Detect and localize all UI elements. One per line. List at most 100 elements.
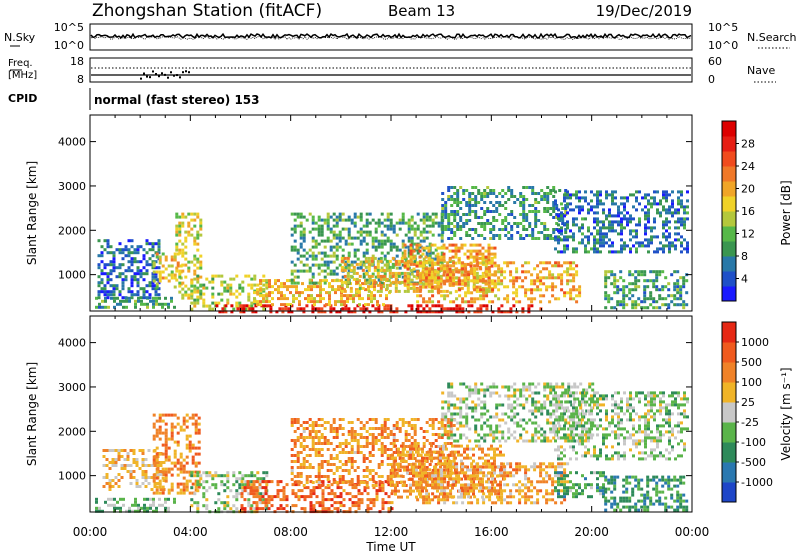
velocity-echo-cell [347,469,351,472]
velocity-echo-cell [338,475,342,478]
power-echo-cell [456,189,460,192]
power-echo-cell [115,275,119,279]
power-echo-cell [415,243,419,247]
velocity-echo-cell [305,445,309,448]
power-echo-cell [397,274,401,278]
power-echo-cell [498,213,502,216]
velocity-echo-cell [371,427,375,430]
power-echo-cell [347,236,351,240]
power-echo-cell [490,259,494,263]
power-echo-cell [446,261,450,265]
velocity-echo-cell [262,477,266,481]
velocity-echo-cell [238,492,242,496]
power-echo-cell [193,224,197,228]
power-echo-cell [442,273,446,277]
power-echo-cell [564,228,568,231]
power-echo-cell [263,304,267,308]
power-echo-cell [569,291,573,295]
power-echo-cell [620,217,623,221]
power-echo-cell [614,214,617,218]
velocity-echo-cell [114,476,118,479]
power-echo-cell [430,285,434,289]
velocity-echo-cell [460,486,463,490]
power-echo-cell [498,204,502,207]
power-echo-cell [596,217,599,221]
velocity-echo-cell [372,480,376,484]
velocity-echo-cell [454,456,457,460]
power-echo-cell [121,272,125,276]
power-echo-cell [343,274,347,278]
power-ytick-label: 4000 [58,136,86,149]
power-echo-cell [352,300,355,304]
power-echo-cell [289,303,292,307]
power-echo-cell [611,193,614,197]
power-echo-cell [563,199,566,203]
velocity-echo-cell [428,442,432,445]
power-echo-cell [476,276,480,280]
velocity-echo-cell [128,509,131,513]
power-echo-cell [181,254,185,258]
power-echo-cell [428,263,432,267]
power-echo-cell [459,237,463,240]
velocity-echo-cell [362,454,366,457]
power-echo-cell [247,274,251,278]
power-echo-cell [422,276,426,280]
velocity-echo-cell [135,461,139,464]
power-echo-cell [332,224,336,228]
velocity-echo-cell [400,444,403,448]
power-echo-cell [521,310,525,314]
velocity-echo-cell [430,459,433,463]
power-echo-cell [401,251,405,255]
velocity-echo-cell [290,424,294,427]
velocity-echo-cell [390,492,394,496]
power-echo-cell [133,260,137,264]
velocity-echo-cell [389,463,393,466]
power-echo-cell [521,307,525,311]
power-echo-cell [649,303,653,307]
power-echo-cell [271,297,274,301]
power-echo-cell [365,242,369,246]
velocity-echo-cell [194,413,198,417]
power-echo-cell [106,278,110,282]
power-echo-cell [401,242,405,246]
power-echo-cell [557,264,561,268]
power-echo-cell [152,296,155,300]
power-echo-cell [187,266,191,270]
velocity-echo-cell [311,442,315,445]
power-echo-cell [462,213,466,216]
power-echo-cell [536,276,540,280]
velocity-echo-cell [371,454,375,457]
power-echo-cell [374,236,378,240]
power-echo-cell [581,217,584,221]
velocity-echo-cell [176,491,180,495]
power-echo-cell [431,218,435,222]
velocity-echo-cell [412,462,415,466]
power-echo-cell [326,224,330,228]
velocity-echo-cell [421,474,424,478]
power-echo-cell [456,201,460,204]
power-echo-cell [424,276,428,280]
power-echo-cell [457,256,461,260]
power-echo-cell [250,304,254,308]
velocity-echo-cell [419,484,423,487]
power-echo-cell [382,285,385,289]
power-echo-cell [661,288,665,292]
power-echo-cell [184,293,188,297]
velocity-echo-cell [152,509,155,513]
power-echo-cell [340,283,344,287]
power-echo-cell [196,295,200,299]
velocity-echo-cell [419,481,423,484]
power-echo-cell [137,299,140,303]
power-echo-cell [655,273,659,277]
velocity-echo-cell [406,468,409,472]
power-echo-cell [462,192,466,195]
velocity-echo-cell [341,481,345,484]
velocity-echo-cell [359,433,363,436]
power-echo-cell [513,216,517,219]
velocity-echo-cell [276,495,280,499]
velocity-echo-cell [442,456,445,460]
power-echo-cell [525,219,529,222]
power-echo-cell [628,273,632,277]
velocity-echo-cell [309,480,313,484]
power-echo-cell [479,267,483,271]
